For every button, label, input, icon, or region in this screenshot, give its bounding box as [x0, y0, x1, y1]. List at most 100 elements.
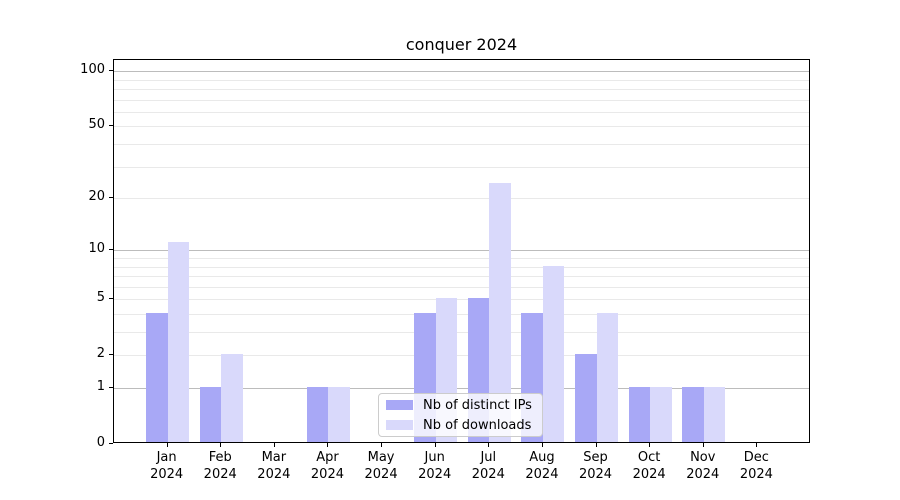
x-tick-label: Jan 2024: [137, 450, 197, 483]
bar-apr-downloads: [328, 387, 350, 442]
x-tick-mark: [327, 443, 329, 447]
x-tick-mark: [220, 443, 222, 447]
major-gridline: [114, 388, 809, 389]
x-tick-year: 2024: [471, 466, 505, 482]
y-tick-mark: [109, 125, 113, 127]
x-tick-year: 2024: [257, 466, 291, 482]
x-tick-mark: [649, 443, 651, 447]
y-tick-label: 50: [88, 117, 105, 133]
legend: Nb of distinct IPs Nb of downloads: [378, 393, 543, 437]
x-tick-mark: [541, 443, 543, 447]
bar-sep-ips: [575, 354, 597, 442]
x-tick-label: Jun 2024: [405, 450, 465, 483]
x-tick-label: Oct 2024: [619, 450, 679, 483]
y-tick-mark: [109, 387, 113, 388]
minor-gridline: [114, 313, 809, 315]
bar-jan-downloads: [167, 242, 190, 442]
y-tick-mark: [109, 249, 113, 251]
minor-gridline: [114, 257, 809, 259]
y-tick-mark: [109, 197, 113, 199]
x-tick-month: Dec: [743, 450, 769, 465]
x-tick-month: Mar: [261, 450, 287, 465]
minor-gridline: [114, 99, 809, 101]
x-tick-year: 2024: [739, 466, 773, 482]
minor-gridline: [114, 79, 809, 81]
x-tick-year: 2024: [203, 466, 237, 482]
x-tick-year: 2024: [632, 466, 666, 482]
x-tick-label: Feb 2024: [190, 450, 250, 483]
minor-gridline: [114, 89, 809, 90]
x-tick-year: 2024: [686, 466, 720, 482]
x-tick-year: 2024: [525, 466, 559, 482]
x-tick-label: Dec 2024: [726, 450, 786, 483]
x-tick-label: Apr 2024: [297, 450, 357, 483]
minor-gridline: [114, 266, 809, 268]
legend-item: Nb of distinct IPs: [385, 397, 536, 414]
y-tick-label: 2: [96, 346, 105, 362]
legend-swatch: [386, 420, 413, 430]
x-tick-label: Sep 2024: [566, 450, 626, 483]
legend-label: Nb of distinct IPs: [423, 397, 532, 413]
legend-swatch: [386, 400, 413, 410]
x-tick-mark: [488, 443, 490, 447]
minor-gridline: [114, 198, 809, 200]
bar-jan-ips: [146, 313, 168, 442]
bar-oct-downloads: [650, 387, 672, 442]
minor-gridline: [114, 286, 809, 288]
x-tick-year: 2024: [310, 466, 344, 482]
x-tick-year: 2024: [364, 466, 398, 482]
x-tick-month: Aug: [529, 450, 555, 465]
x-tick-label: Mar 2024: [244, 450, 304, 483]
y-tick-label: 0: [96, 435, 105, 450]
legend-label: Nb of downloads: [423, 417, 532, 433]
bar-feb-downloads: [221, 354, 243, 442]
x-tick-mark: [756, 443, 758, 447]
minor-gridline: [114, 166, 809, 168]
y-tick-label: 20: [88, 189, 105, 205]
x-tick-month: Feb: [208, 450, 232, 465]
x-tick-month: Jul: [480, 450, 497, 465]
x-tick-year: 2024: [418, 466, 452, 482]
plot-area: [113, 59, 810, 443]
x-tick-month: Sep: [583, 450, 608, 465]
x-tick-month: Apr: [316, 450, 339, 465]
x-tick-mark: [595, 443, 597, 447]
y-tick-mark: [109, 443, 113, 444]
minor-gridline: [114, 355, 809, 357]
y-tick-mark: [109, 70, 113, 72]
x-tick-mark: [381, 443, 383, 447]
minor-gridline: [114, 126, 809, 128]
bar-sep-downloads: [596, 313, 618, 442]
legend-item: Nb of downloads: [385, 417, 536, 434]
minor-gridline: [114, 299, 809, 301]
x-tick-month: Jun: [424, 450, 445, 465]
minor-gridline: [114, 144, 809, 145]
x-tick-month: Jan: [156, 450, 177, 465]
x-tick-label: May 2024: [351, 450, 411, 483]
x-tick-mark: [273, 443, 275, 447]
x-tick-month: Oct: [637, 450, 661, 465]
minor-gridline: [114, 332, 809, 333]
y-tick-label: 1: [96, 379, 105, 394]
bar-aug-downloads: [542, 265, 565, 442]
bar-nov-ips: [682, 387, 704, 442]
y-tick-mark: [109, 298, 113, 300]
x-tick-label: Aug 2024: [512, 450, 572, 483]
x-tick-mark: [434, 443, 436, 447]
x-tick-year: 2024: [150, 466, 184, 482]
bar-nov-downloads: [703, 387, 726, 442]
x-tick-month: Nov: [690, 450, 716, 465]
x-tick-label: Jul 2024: [458, 450, 518, 483]
y-tick-label: 10: [88, 241, 105, 257]
x-tick-mark: [702, 443, 704, 447]
bar-apr-ips: [307, 387, 329, 442]
y-tick-label: 5: [96, 290, 105, 306]
x-tick-year: 2024: [578, 466, 613, 482]
x-tick-label: Nov 2024: [673, 450, 733, 483]
major-gridline: [114, 71, 809, 73]
y-tick-label: 100: [80, 62, 105, 78]
major-gridline: [114, 250, 809, 252]
x-tick-month: May: [367, 450, 395, 465]
bar-jul-downloads: [489, 182, 511, 442]
